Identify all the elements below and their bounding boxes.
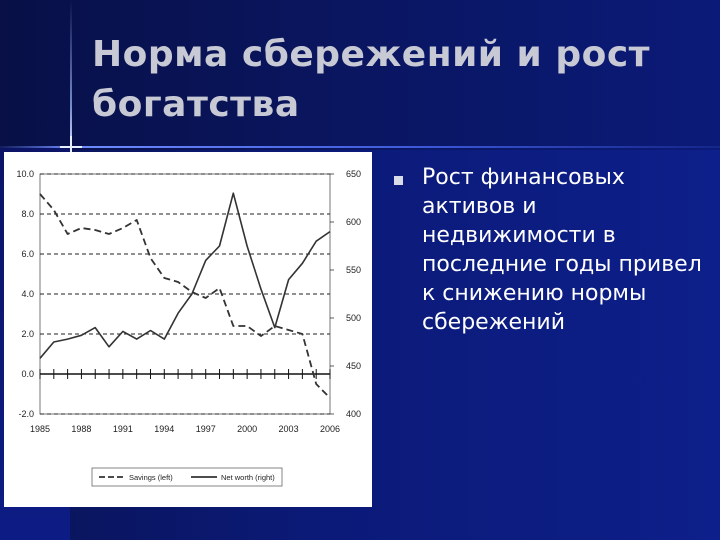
slide-title: Норма сбережений и рост богатства: [92, 34, 651, 125]
y-left-tick-label: -2.0: [18, 409, 34, 419]
bullet-marker: [394, 176, 403, 185]
y-right-tick-label: 550: [346, 265, 361, 275]
y-left-tick-label: 8.0: [21, 209, 34, 219]
line-chart: 10.0 8.0 6.0 4.0 2.0 0.0 -2.0 650 600 550 500 450 40…: [16, 169, 361, 487]
legend-label: Savings (left): [129, 473, 173, 482]
x-tick-label: 1988: [71, 424, 91, 434]
x-tick-label: 2000: [237, 424, 257, 434]
y-left-tick-label: 6.0: [21, 249, 34, 259]
y-left-tick-label: 4.0: [21, 289, 34, 299]
title-band: [0, 0, 720, 150]
y-left-tick-label: 2.0: [21, 329, 34, 339]
x-tick-label: 1997: [196, 424, 216, 434]
x-tick-label: 1991: [113, 424, 133, 434]
chart-legend: Savings (left) Net worth (right): [91, 467, 283, 487]
x-tick-label: 1994: [154, 424, 174, 434]
accent-horizontal-line: [0, 146, 720, 148]
savings-line: [39, 193, 331, 399]
y-left-tick-label: 0.0: [21, 369, 34, 379]
y-right-tick-label: 600: [346, 217, 361, 227]
bullet-text: Рост финансовых активов и недвижимости в…: [422, 165, 702, 335]
x-tick-label: 1985: [30, 424, 50, 434]
chart-panel: 10.0 8.0 6.0 4.0 2.0 0.0 -2.0 650 600 550 500 450 40…: [4, 152, 372, 507]
y-right-tick-label: 500: [346, 313, 361, 323]
y-right-tick-label: 400: [346, 409, 361, 419]
accent-vertical-line: [70, 0, 72, 150]
sparkle-icon: [60, 136, 82, 158]
x-tick-label: 2003: [279, 424, 299, 434]
y-left-tick-label: 10.0: [16, 169, 34, 179]
legend-box: [91, 467, 283, 487]
y-right-tick-label: 650: [346, 169, 361, 179]
legend-label: Net worth (right): [221, 473, 275, 482]
x-tick-label: 2006: [320, 424, 340, 434]
net-worth-line: [39, 192, 331, 359]
y-right-tick-label: 450: [346, 361, 361, 371]
